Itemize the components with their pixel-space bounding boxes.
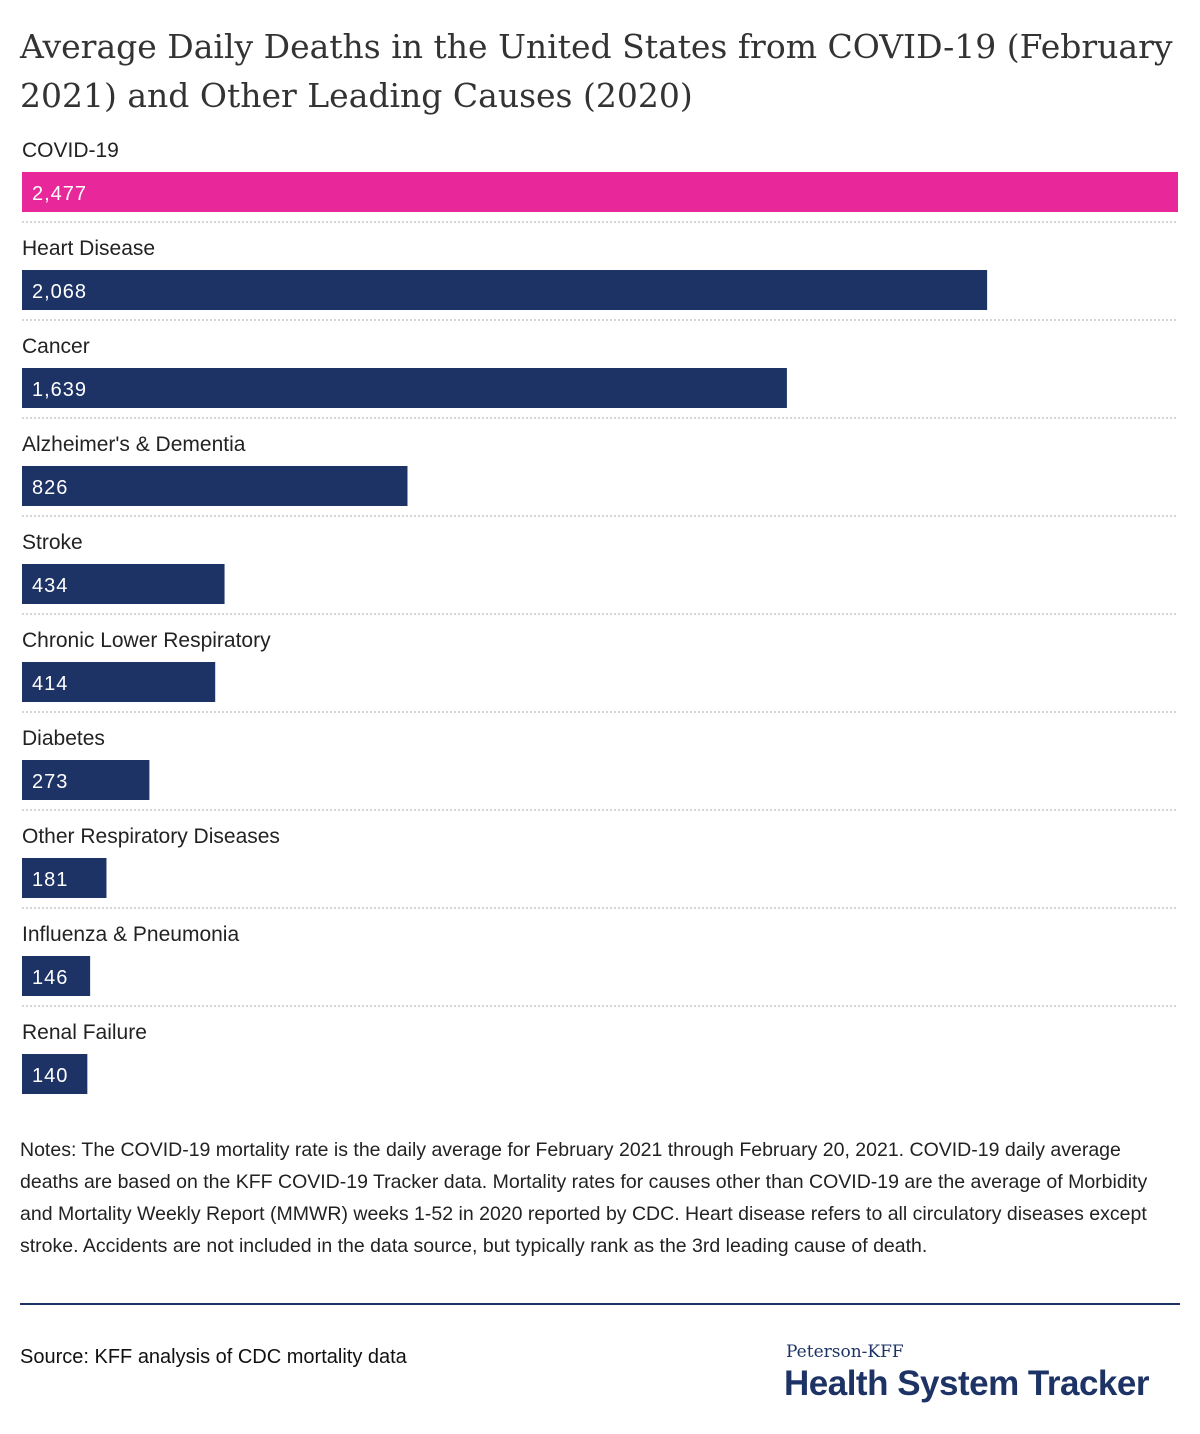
category-label-chronic-lower-respiratory: Chronic Lower Respiratory [22, 629, 271, 652]
value-label-diabetes: 273 [32, 771, 68, 793]
footer-divider [20, 1303, 1180, 1305]
bar-covid-19 [22, 172, 1178, 212]
value-label-chronic-lower-respiratory: 414 [32, 673, 68, 695]
bar-chronic-lower-respiratory [22, 662, 216, 702]
value-label-covid-19: 2,477 [32, 183, 87, 205]
category-label-diabetes: Diabetes [22, 727, 105, 750]
category-label-renal-failure: Renal Failure [22, 1021, 147, 1044]
category-label-influenza-pneumonia: Influenza & Pneumonia [22, 923, 239, 946]
category-label-other-respiratory-diseases: Other Respiratory Diseases [22, 825, 280, 848]
category-label-cancer: Cancer [22, 335, 90, 358]
source-text: Source: KFF analysis of CDC mortality da… [20, 1346, 407, 1368]
value-label-other-respiratory-diseases: 181 [32, 869, 68, 891]
value-label-stroke: 434 [32, 575, 68, 597]
chart-notes: Notes: The COVID-19 mortality rate is th… [20, 1139, 1148, 1257]
bar-renal-failure [22, 1054, 88, 1094]
value-label-cancer: 1,639 [32, 379, 87, 401]
bar-influenza-pneumonia [22, 956, 91, 996]
bar-heart-disease [22, 270, 988, 310]
chart-title: Average Daily Deaths in the United State… [20, 27, 1173, 115]
value-label-alzheimer-s-dementia: 826 [32, 477, 68, 499]
bar-diabetes [22, 760, 150, 800]
bar-cancer [22, 368, 787, 408]
bar-other-respiratory-diseases [22, 858, 107, 898]
category-label-alzheimer-s-dementia: Alzheimer's & Dementia [22, 433, 246, 456]
value-label-heart-disease: 2,068 [32, 281, 87, 303]
category-label-covid-19: COVID-19 [22, 139, 119, 162]
bar-alzheimer-s-dementia [22, 466, 408, 506]
category-label-stroke: Stroke [22, 531, 83, 554]
logo-health-system-tracker: Health System Tracker [784, 1364, 1149, 1403]
bar-chart: COVID-19 2,477 Heart Disease 2,068 Cancer 1,6… [22, 139, 1178, 1094]
value-label-renal-failure: 140 [32, 1065, 68, 1087]
logo-peterson-kff: Peterson-KFF [786, 1342, 904, 1362]
value-label-influenza-pneumonia: 146 [32, 967, 68, 989]
bar-stroke [22, 564, 225, 604]
category-label-heart-disease: Heart Disease [22, 237, 155, 260]
